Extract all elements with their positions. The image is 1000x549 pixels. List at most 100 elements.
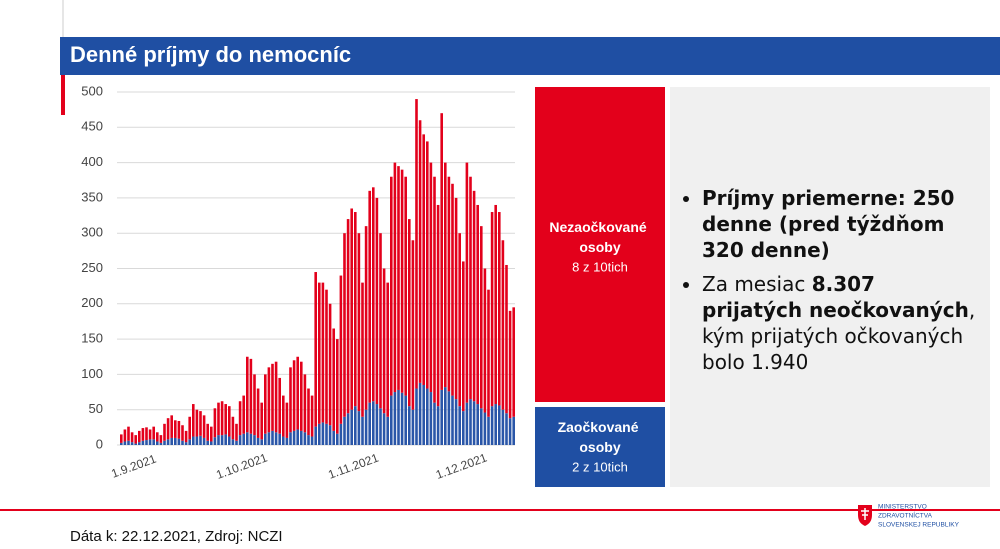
bar-segment (242, 433, 245, 445)
logo-cross (861, 508, 869, 520)
bar-segment (289, 432, 292, 445)
bar-segment (217, 435, 220, 445)
bar-segment (141, 428, 145, 441)
bar-segment (372, 187, 375, 402)
bar-segment (228, 436, 231, 445)
bar-segment (393, 162, 397, 393)
bar-segment (271, 363, 274, 431)
bar-segment (458, 233, 461, 407)
bar-segment (260, 439, 263, 445)
bar-segment (397, 389, 400, 445)
bar-segment (508, 310, 512, 419)
bar-segment (462, 411, 465, 445)
bar-segment (303, 374, 307, 433)
bar-segment (469, 399, 472, 445)
bar-segment (156, 441, 159, 445)
bar-segment (274, 432, 278, 445)
y-tick-label: 350 (81, 189, 103, 204)
source: Dáta k: 22.12.2021, Zdroj: NCZI (70, 528, 283, 545)
bar-segment (199, 435, 202, 445)
bar-segment (408, 219, 411, 407)
bar-segment (267, 367, 271, 433)
bar-segment (224, 404, 227, 435)
legend-box-blue (535, 407, 665, 487)
bar-segment (386, 416, 389, 445)
bar-segment (170, 437, 173, 445)
bar-segment (476, 404, 479, 445)
bar-segment (357, 233, 361, 412)
bullet: Príjmy priemerne: 250 denne (pred týždňo… (702, 185, 980, 263)
bar-segment (483, 412, 487, 445)
bar-segment (422, 384, 425, 445)
bar-segment (472, 401, 476, 445)
bar-segment (321, 282, 325, 423)
summary-panel: Príjmy priemerne: 250 denne (pred týždňo… (680, 185, 980, 383)
bar-segment (192, 404, 195, 437)
bar-segment (433, 176, 436, 403)
bar-segment (202, 415, 206, 438)
bar-segment (404, 176, 407, 396)
bar-segment (498, 212, 501, 406)
bar-segment (400, 169, 404, 393)
bar-segment (354, 406, 357, 445)
bar-segment (368, 402, 371, 445)
bar-segment (501, 409, 505, 445)
bar-segment (375, 197, 379, 405)
bar-segment (260, 402, 263, 440)
bar-segment (393, 392, 397, 445)
bar-segment (379, 408, 382, 445)
bar-segment (462, 261, 465, 412)
bar-segment (411, 240, 415, 410)
bar-segment (465, 162, 469, 403)
bar-segment (339, 423, 343, 445)
bar-segment (343, 233, 346, 417)
bar-segment (426, 141, 429, 389)
bar-segment (127, 440, 130, 445)
bar-segment (346, 413, 350, 445)
bar-segment (418, 382, 422, 445)
bar-segment (235, 440, 238, 445)
legend-share: 2 z 10tich (572, 459, 628, 474)
bar-segment (361, 282, 364, 417)
bar-segment (422, 134, 425, 385)
bar-segment (382, 413, 386, 445)
bar-segment (386, 282, 389, 417)
bar-segment (123, 429, 127, 442)
bar-segment (436, 406, 440, 445)
bar-segment (278, 377, 281, 434)
bar-segment (357, 411, 361, 445)
y-tick-label: 50 (89, 401, 103, 416)
bar-segment (195, 409, 199, 437)
legend-box-red (535, 87, 665, 402)
y-tick-label: 200 (81, 295, 103, 310)
bar-segment (235, 423, 238, 441)
bar-segment (390, 176, 393, 396)
panel-bg (670, 87, 990, 487)
bar-segment (210, 441, 213, 445)
bar-segment (400, 392, 404, 445)
bar-segment (318, 282, 321, 424)
bar-segment (436, 204, 440, 407)
bar-segment (325, 289, 328, 424)
bar-segment (134, 435, 137, 444)
bar-segment (271, 430, 274, 445)
bar-segment (361, 416, 364, 445)
bar-segment (181, 440, 184, 445)
y-tick-label: 150 (81, 331, 103, 346)
bar-segment (170, 415, 173, 438)
bar-segment (429, 162, 433, 393)
bar-segment (444, 162, 447, 388)
bar-segment (148, 429, 152, 440)
bar-segment (138, 430, 141, 443)
bar-segment (328, 425, 332, 445)
bar-segment (296, 356, 299, 430)
bar-segment (472, 190, 476, 402)
bar-segment (433, 402, 436, 445)
bar-segment (350, 208, 353, 410)
bar-segment (264, 433, 267, 445)
bar-segment (274, 361, 278, 433)
bar-segment (490, 212, 494, 407)
bar-segment (512, 416, 515, 445)
bar-segment (454, 197, 458, 400)
